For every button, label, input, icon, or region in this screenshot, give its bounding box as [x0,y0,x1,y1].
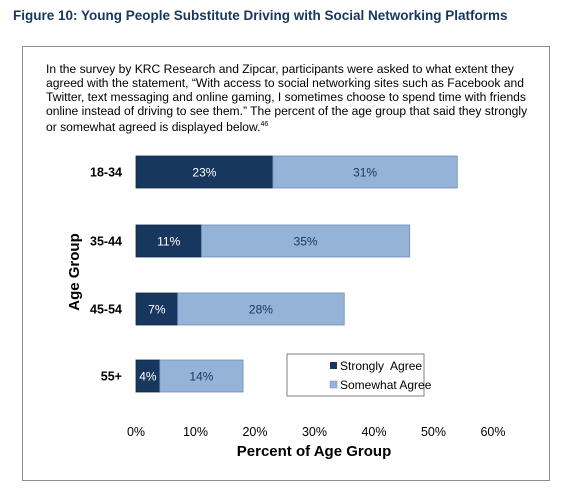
data-label-strongly-35-44: 11% [157,235,180,249]
data-label-somewhat-35-44: 35% [294,235,318,249]
legend: Strongly Agree Somewhat Agree [286,353,432,397]
x-tick-label: 20% [242,425,267,439]
data-label-strongly-18-34: 23% [192,166,216,180]
x-tick-label: 0% [127,425,145,439]
y-axis-title: Age Group [66,233,83,311]
data-label-strongly-55+: 4% [139,370,157,384]
category-label-55+: 55+ [101,370,122,384]
bar-strongly-18-34 [135,155,274,189]
bar-somewhat-18-34 [272,155,458,189]
category-label-35-44: 35-44 [90,235,122,249]
x-tick-label: 10% [183,425,208,439]
bar-strongly-35-44 [135,224,202,258]
bars-group: 23% 31% 11% 35% 7% 28% 4% 14% [135,155,458,393]
legend-label-strongly: Strongly Agree [340,359,422,373]
bar-somewhat-55+ [159,359,244,393]
data-label-somewhat-55+: 14% [189,370,213,384]
x-tick-label: 40% [361,425,386,439]
x-axis-title: Percent of Age Group [237,443,391,460]
figure-title: Figure 10: Young People Substitute Drivi… [13,8,508,23]
x-tick-label: 30% [302,425,327,439]
legend-swatch-strongly [330,362,337,369]
category-label-45-54: 45-54 [90,303,122,317]
description-text: In the survey by KRC Research and Zipcar… [46,62,528,135]
x-tick-label: 60% [480,425,505,439]
x-tick-labels: 0% 10% 20% 30% 40% 50% 60% [127,425,506,439]
legend-swatch-somewhat [329,380,338,389]
bar-somewhat-35-44 [201,224,411,258]
legend-box [286,353,425,397]
data-label-somewhat-18-34: 31% [353,166,377,180]
legend-label-somewhat: Somewhat Agree [340,378,432,392]
bar-somewhat-45-54 [177,292,345,326]
bar-strongly-45-54 [135,292,179,326]
figure-description: In the survey by KRC Research and Zipcar… [46,62,536,134]
footnote-marker: 46 [260,121,269,128]
category-label-18-34: 18-34 [90,166,122,180]
category-labels: 18-34 35-44 45-54 55+ [90,166,122,384]
data-label-strongly-45-54: 7% [148,303,166,317]
x-tick-label: 50% [421,425,446,439]
chart-panel [22,46,550,481]
data-label-somewhat-45-54: 28% [249,303,273,317]
